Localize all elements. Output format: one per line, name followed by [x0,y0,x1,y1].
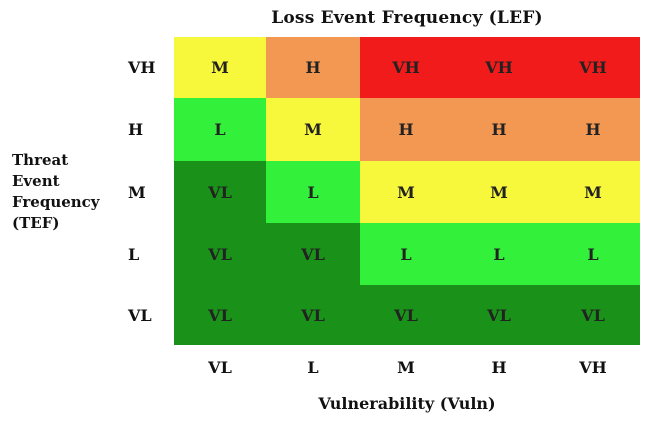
matrix-cell: L [266,161,360,223]
lef-axis-title: Loss Event Frequency (LEF) [271,8,543,28]
matrix-cell: H [546,98,640,161]
matrix-cell: L [546,223,640,285]
matrix-cell: VL [174,285,266,345]
matrix-cell: M [452,161,546,223]
tef-axis-title-line: (TEF) [12,214,60,232]
matrix-cell: VL [452,285,546,345]
matrix-cell: VL [266,285,360,345]
matrix-cell: M [360,161,452,223]
col-label: M [397,357,415,377]
matrix-cell: VL [546,285,640,345]
row-label: VH [128,58,156,77]
matrix-cell: H [360,98,452,161]
tef-axis-title-line: Event [12,172,60,190]
matrix-cell: VL [360,285,452,345]
risk-matrix: M H VH VH VH L M H H H VL L M M M VL VL L L L VL VL VL VL VL [174,37,640,345]
tef-axis-title-line: Threat [12,151,69,169]
matrix-cell: VL [174,223,266,285]
row-label: M [128,182,146,202]
matrix-cell: VH [360,37,452,98]
tef-axis-title: Threat Event Frequency (TEF) [12,150,117,234]
matrix-cell: M [266,98,360,161]
matrix-cell: L [360,223,452,285]
col-label: VL [208,357,232,377]
matrix-cell: M [546,161,640,223]
col-label: H [491,357,507,377]
matrix-cell: VH [452,37,546,98]
tef-axis-title-line: Frequency [12,193,100,211]
vulnerability-axis-title: Vulnerability (Vuln) [318,394,496,413]
matrix-cell: L [174,98,266,161]
row-label: VL [128,305,152,325]
matrix-cell: H [452,98,546,161]
matrix-cell: M [174,37,266,98]
matrix-cell: L [452,223,546,285]
matrix-cell: H [266,37,360,98]
row-label: H [128,120,144,139]
matrix-cell: VH [546,37,640,98]
matrix-cell: VL [266,223,360,285]
col-label: L [307,357,319,377]
matrix-cell: VL [174,161,266,223]
row-label: L [128,244,140,264]
col-label: VH [579,357,607,377]
